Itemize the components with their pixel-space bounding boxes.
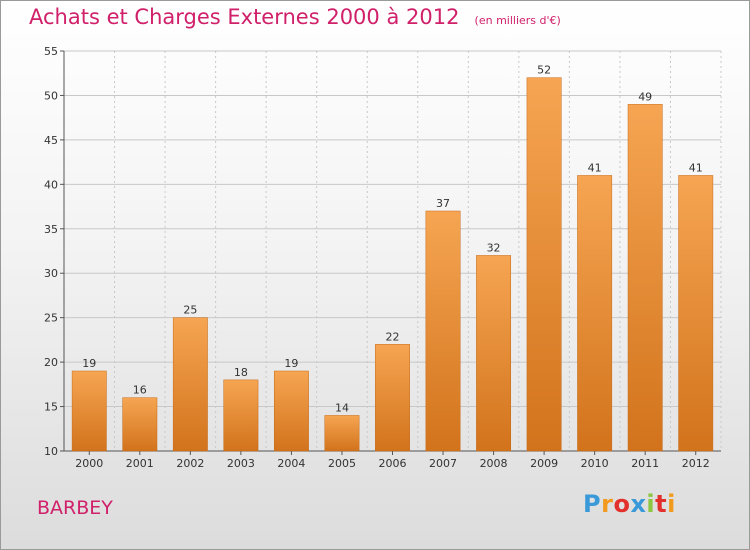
bar-2000[interactable] [71,370,107,452]
bar-2006[interactable] [375,344,410,452]
x-tick-label-2006: 2006 [379,457,407,470]
chart-title-row: Achats et Charges Externes 2000 à 2012 (… [29,5,561,29]
bar-2008[interactable] [476,255,512,452]
x-tick-label-2010: 2010 [581,457,609,470]
x-tick-label-2000: 2000 [75,457,103,470]
proxiti-logo[interactable]: Proxiti [583,490,676,518]
y-tick-label: 15 [44,401,58,414]
logo-letter: i [646,490,656,518]
x-tick-label-2003: 2003 [227,457,255,470]
labels: 10 15 20 25 30 35 40 45 50 55 19 2000 16 2001 25 2002 18… [44,45,710,470]
y-tick-label: 30 [44,267,58,280]
data-label-2012: 41 [689,161,703,174]
y-tick-label: 50 [44,89,58,102]
x-tick-label-2009: 2009 [530,457,558,470]
y-tick-label: 55 [44,45,58,58]
x-tick-label-2011: 2011 [631,457,659,470]
bar-2002[interactable] [172,317,208,452]
bar-2004[interactable] [273,370,309,452]
bar-2003[interactable] [223,379,259,452]
bar-2012[interactable] [678,175,714,452]
data-label-2000: 19 [82,357,96,370]
y-tick-label: 20 [44,356,58,369]
data-label-2009: 52 [537,64,551,77]
chart-title: Achats et Charges Externes 2000 à 2012 [29,5,460,29]
bars [71,77,714,452]
y-tick-label: 10 [44,445,58,458]
x-tick-label-2001: 2001 [126,457,154,470]
x-tick-label-2007: 2007 [429,457,457,470]
data-label-2005: 14 [335,401,349,414]
logo-letter: r [601,490,614,518]
x-tick-label-2012: 2012 [682,457,710,470]
data-label-2006: 22 [386,330,400,343]
data-label-2001: 16 [133,384,147,397]
y-tick-label: 40 [44,178,58,191]
data-label-2008: 32 [487,241,501,254]
bar-2007[interactable] [425,210,461,452]
bar-2005[interactable] [324,415,360,452]
y-tick-label: 25 [44,312,58,325]
bar-2009[interactable] [526,77,562,452]
x-tick-label-2004: 2004 [277,457,305,470]
data-label-2007: 37 [436,197,450,210]
data-label-2010: 41 [588,161,602,174]
bar-2010[interactable] [577,175,613,452]
y-tick-label: 35 [44,223,58,236]
bar-2001[interactable] [122,397,158,452]
logo-letter: i [667,490,676,518]
chart-subtitle: (en milliers d'€) [474,14,561,27]
y-tick-label: 45 [44,134,58,147]
logo-letter: x [630,490,647,518]
logo-letter: o [613,490,631,518]
x-tick-label-2008: 2008 [480,457,508,470]
data-label-2011: 49 [638,90,652,103]
data-label-2004: 19 [284,357,298,370]
logo-letter: P [583,490,602,518]
bar-2011[interactable] [627,104,663,452]
logo-letter: t [655,490,668,518]
data-label-2003: 18 [234,366,248,379]
x-tick-label-2002: 2002 [176,457,204,470]
commune-name: BARBEY [37,497,113,519]
data-label-2002: 25 [183,304,197,317]
x-tick-label-2005: 2005 [328,457,356,470]
